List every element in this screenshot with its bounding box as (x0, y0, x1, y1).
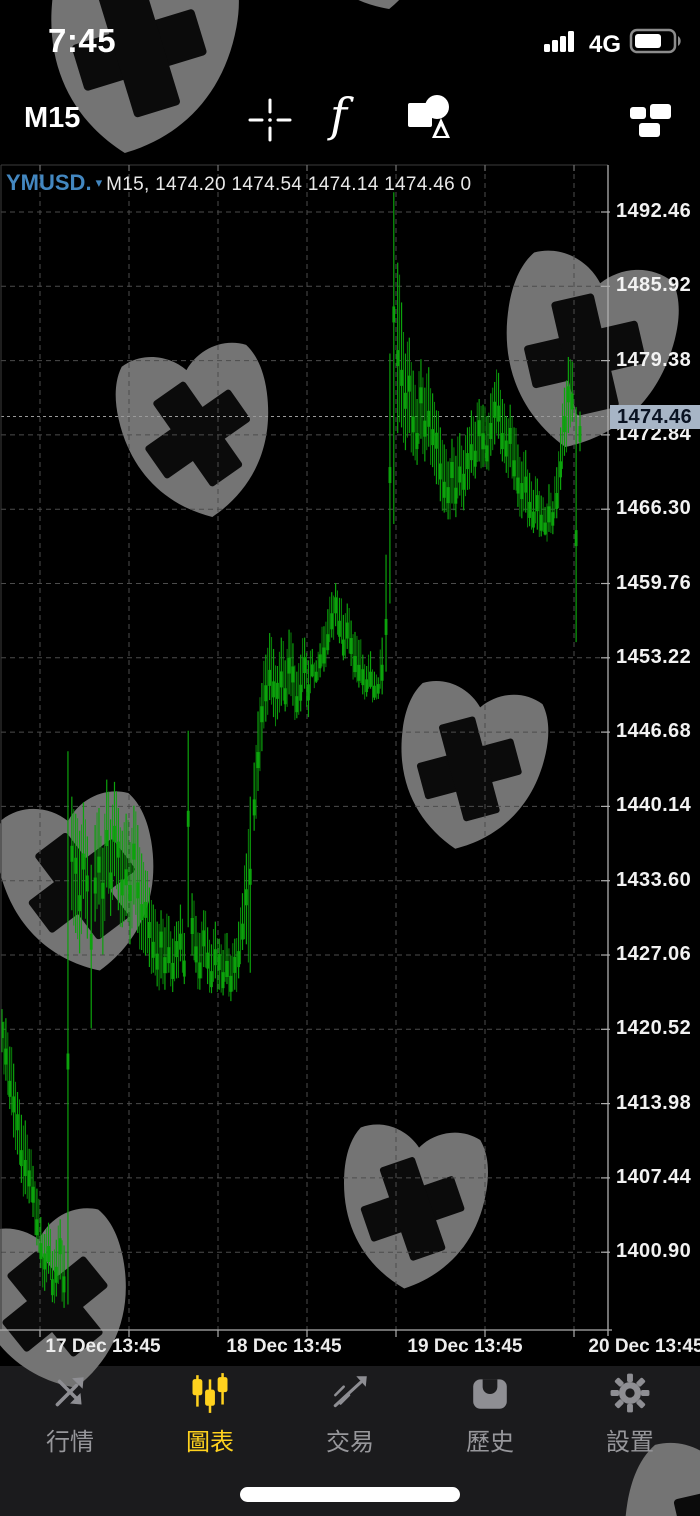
shield-cross-icon (281, 0, 457, 28)
price-axis-label: 1492.46 (616, 200, 692, 222)
shield-cross-icon (0, 785, 176, 987)
current-price-tag: 1474.46 (610, 405, 700, 429)
network-type-label: 4G (589, 31, 622, 58)
tab-chart-candles[interactable]: 圖表 (150, 1370, 270, 1457)
price-axis-label: 1440.14 (616, 794, 692, 817)
trade-trend-icon (290, 1370, 410, 1416)
price-axis-label: 1407.44 (616, 1165, 692, 1188)
chart-candles-icon (150, 1370, 270, 1416)
crosshair-icon[interactable] (248, 98, 292, 142)
time-axis-label: 18 Dec 13:45 (226, 1336, 342, 1357)
shield-cross-icon (383, 675, 556, 862)
chevron-down-icon[interactable]: ▾ (95, 175, 103, 190)
settings-gear-icon (570, 1370, 690, 1416)
history-box-icon (430, 1370, 550, 1416)
price-axis-label: 1400.90 (616, 1240, 692, 1263)
objects-icon[interactable] (408, 95, 450, 138)
chart-candles (0, 192, 582, 1308)
tab-label: 交易 (326, 1429, 374, 1456)
timeframe-button[interactable]: M15 (24, 102, 81, 134)
price-axis-label: 1433.60 (616, 868, 692, 891)
signal-strength-icon (544, 31, 574, 52)
shield-cross-icon (108, 337, 287, 531)
chart-header: YMUSD. ▾ M15, 1474.20 1474.54 1474.14 1474… (6, 170, 471, 196)
price-axis-label: 1453.22 (616, 645, 692, 668)
chart-gridlines (1, 165, 608, 1330)
battery-icon (629, 28, 681, 54)
tab-label: 歷史 (466, 1429, 514, 1456)
tab-label: 行情 (46, 1429, 94, 1456)
chart-frame (0, 164, 612, 1337)
tab-trade-trend[interactable]: 交易 (290, 1370, 410, 1457)
home-indicator[interactable] (240, 1487, 460, 1502)
tab-settings-gear[interactable]: 設置 (570, 1370, 690, 1457)
tab-history-box[interactable]: 歷史 (430, 1370, 550, 1457)
price-axis-label: 1485.92 (616, 274, 692, 297)
price-axis-label: 1459.76 (616, 571, 692, 594)
time-axis-label: 17 Dec 13:45 (45, 1336, 161, 1357)
indicator-function-icon[interactable]: f (330, 88, 348, 142)
symbol-selector[interactable]: YMUSD. (6, 170, 92, 195)
quotes-arrows-icon (10, 1370, 130, 1416)
price-axis-label: 1466.30 (616, 497, 692, 520)
ohlc-readout: M15, 1474.20 1474.54 1474.14 1474.46 0 (106, 174, 472, 195)
price-axis-label: 1479.38 (616, 348, 692, 371)
tab-label: 設置 (606, 1429, 654, 1456)
shield-cross-icon (332, 1121, 493, 1296)
price-axis-label: 1420.52 (616, 1017, 692, 1040)
time-axis-label: 19 Dec 13:45 (407, 1336, 523, 1357)
price-axis-label: 1427.06 (616, 943, 692, 965)
time-axis-label: 20 Dec 13:45 (588, 1336, 700, 1357)
price-axis-label: 1413.98 (616, 1091, 692, 1114)
toolbar-icons (248, 95, 671, 142)
tab-label: 圖表 (186, 1429, 234, 1456)
windows-icon[interactable] (630, 104, 671, 137)
status-time: 7:45 (48, 22, 117, 59)
price-axis-label: 1446.68 (616, 720, 692, 743)
tab-quotes-arrows[interactable]: 行情 (10, 1370, 130, 1457)
